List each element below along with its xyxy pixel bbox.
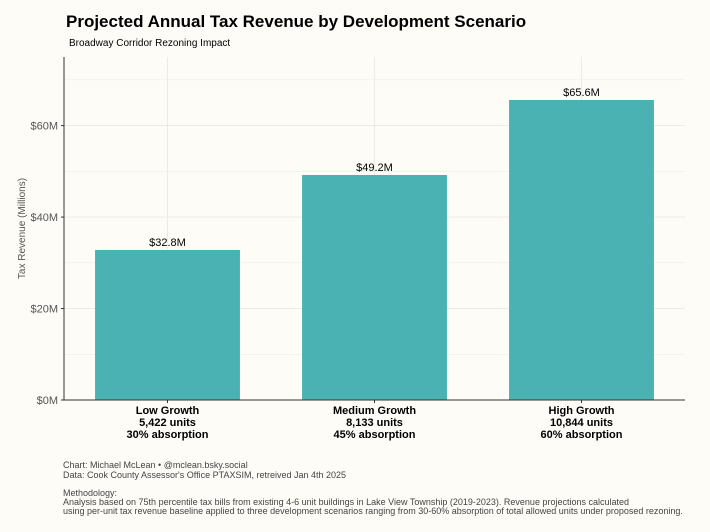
y-axis-label: Tax Revenue (Millions) <box>17 178 28 279</box>
x-tick-label: High Growth <box>549 405 615 417</box>
bar-value-label: $32.8M <box>149 237 186 249</box>
x-tick-label: 45% absorption <box>334 429 416 441</box>
bar <box>509 99 654 401</box>
x-tick-label: 5,422 units <box>139 417 196 429</box>
y-tick-label: $20M <box>30 304 58 316</box>
chart-title: Projected Annual Tax Revenue by Developm… <box>66 12 527 31</box>
y-tick-label: $0M <box>37 395 58 407</box>
x-tick-label: Medium Growth <box>333 405 416 417</box>
caption-data-source: Data: Cook County Assessor's Office PTAX… <box>63 470 347 480</box>
x-tick-label: 60% absorption <box>541 429 623 441</box>
x-tick-label: 30% absorption <box>127 429 209 441</box>
caption-methodology-label: Methodology: <box>63 488 118 498</box>
y-tick-label: $60M <box>30 121 58 133</box>
x-tick-label: 10,844 units <box>550 417 613 429</box>
bar-value-label: $49.2M <box>356 162 393 174</box>
caption-credit: Chart: Michael McLean • @mclean.bsky.soc… <box>63 460 248 470</box>
x-tick-label: 8,133 units <box>346 417 403 429</box>
chart-subtitle: Broadway Corridor Rezoning Impact <box>69 38 231 49</box>
bar <box>95 249 240 400</box>
y-tick-label: $40M <box>30 212 58 224</box>
x-tick-label: Low Growth <box>136 405 200 417</box>
bar <box>302 174 447 400</box>
caption-methodology-line1: Analysis based on 75th percentile tax bi… <box>63 497 629 507</box>
bar-value-label: $65.6M <box>563 87 600 99</box>
bar-chart: $32.8M $49.2M $65.6M $0M $20M $40M $60M Tax Rev… <box>17 57 685 441</box>
caption-methodology-line2: using per-unit tax revenue baseline appl… <box>63 506 683 516</box>
